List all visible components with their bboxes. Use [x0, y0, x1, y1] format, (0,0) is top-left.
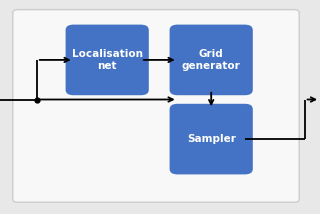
Text: Grid
generator: Grid generator	[182, 49, 241, 71]
Text: Localisation
net: Localisation net	[72, 49, 143, 71]
FancyBboxPatch shape	[13, 10, 299, 202]
FancyBboxPatch shape	[170, 104, 253, 174]
Text: Sampler: Sampler	[187, 134, 236, 144]
FancyBboxPatch shape	[66, 25, 149, 95]
FancyBboxPatch shape	[170, 25, 253, 95]
